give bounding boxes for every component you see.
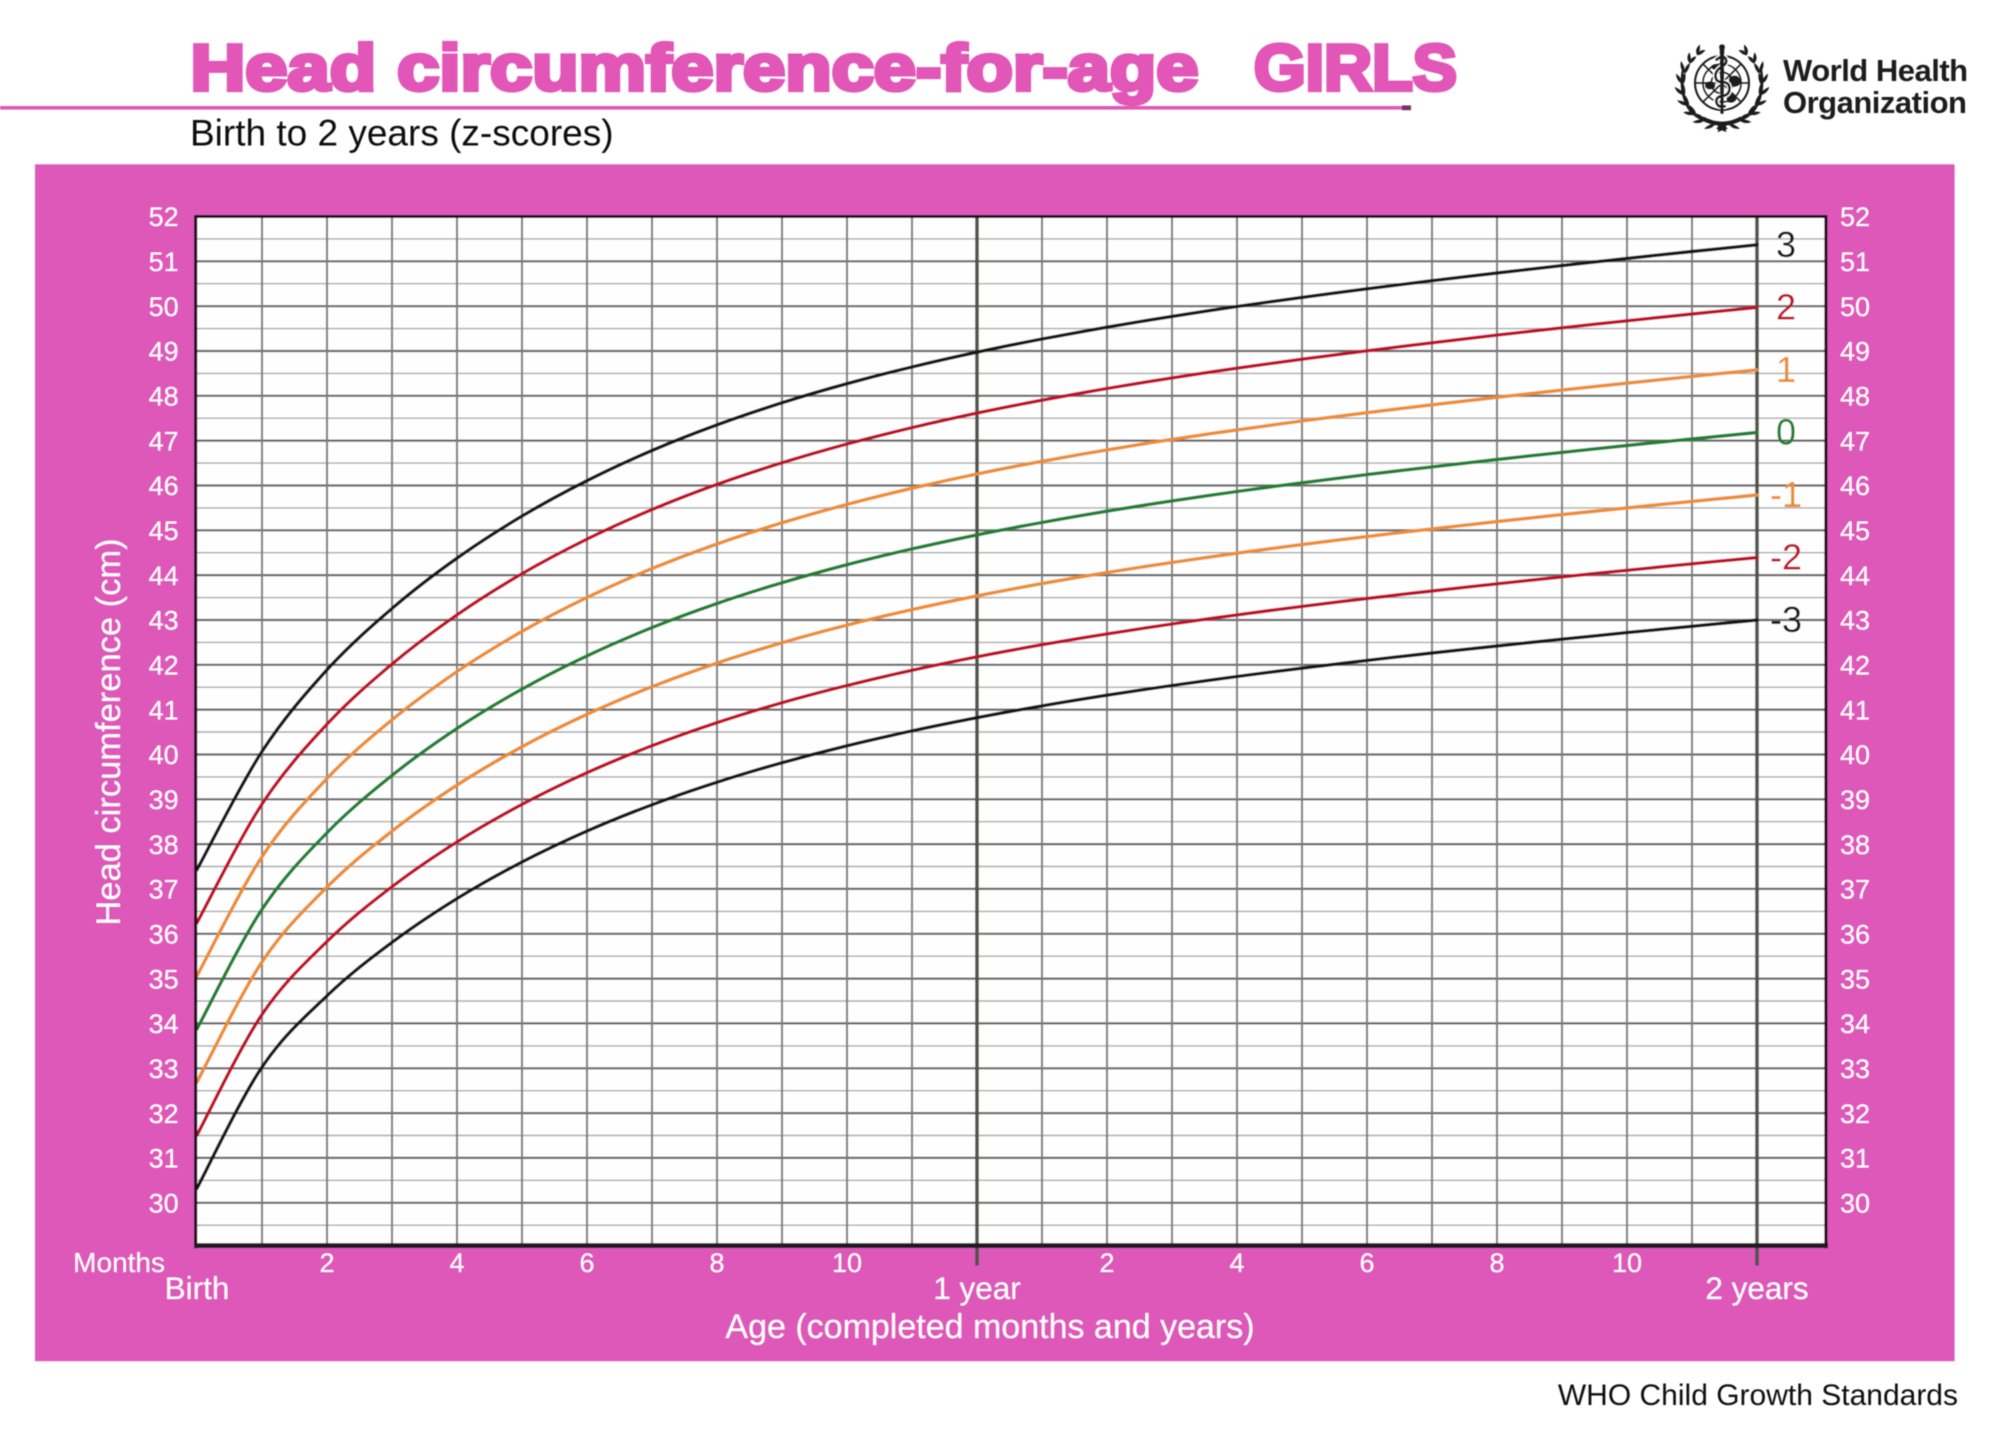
svg-text:-1: -1 [1770,474,1802,515]
svg-text:47: 47 [1840,426,1870,456]
svg-text:32: 32 [1840,1099,1870,1129]
svg-text:GIRLS: GIRLS [1254,31,1457,104]
svg-text:33: 33 [149,1054,179,1084]
svg-text:35: 35 [149,964,179,994]
svg-text:33: 33 [1840,1054,1870,1084]
svg-text:45: 45 [1840,516,1870,546]
svg-text:39: 39 [149,785,179,815]
svg-text:2: 2 [319,1248,334,1278]
svg-text:2 years: 2 years [1705,1270,1808,1306]
svg-text:4: 4 [449,1248,464,1278]
svg-text:38: 38 [1840,830,1870,860]
svg-text:43: 43 [149,606,179,636]
svg-text:-3: -3 [1770,599,1802,640]
svg-text:52: 52 [149,202,179,232]
svg-text:50: 50 [1840,292,1870,322]
svg-text:49: 49 [149,337,179,367]
svg-text:35: 35 [1840,964,1870,994]
svg-text:Age (completed months and year: Age (completed months and years) [725,1308,1254,1346]
svg-text:Birth to 2 years (z-scores): Birth to 2 years (z-scores) [190,113,614,154]
svg-text:41: 41 [149,695,179,725]
svg-text:Head circumference-for-age: Head circumference-for-age [191,31,1199,104]
svg-text:32: 32 [149,1099,179,1129]
svg-text:Head circumference (cm): Head circumference (cm) [90,538,128,925]
svg-text:41: 41 [1840,695,1870,725]
svg-text:52: 52 [1840,202,1870,232]
svg-text:36: 36 [1840,920,1870,950]
svg-text:3: 3 [1776,224,1796,265]
svg-text:8: 8 [1489,1248,1504,1278]
svg-text:50: 50 [149,292,179,322]
svg-text:8: 8 [709,1248,724,1278]
svg-text:2: 2 [1776,286,1796,327]
svg-text:34: 34 [1840,1009,1870,1039]
svg-text:47: 47 [149,426,179,456]
svg-text:31: 31 [149,1144,179,1174]
svg-text:48: 48 [149,382,179,412]
svg-text:Organization: Organization [1783,85,1966,120]
svg-text:43: 43 [1840,606,1870,636]
svg-text:36: 36 [149,920,179,950]
svg-text:39: 39 [1840,785,1870,815]
svg-text:6: 6 [1359,1248,1374,1278]
svg-text:46: 46 [1840,471,1870,501]
svg-text:World Health: World Health [1783,53,1968,88]
svg-text:49: 49 [1840,337,1870,367]
svg-text:42: 42 [1840,651,1870,681]
svg-text:10: 10 [1612,1248,1642,1278]
svg-text:51: 51 [1840,247,1870,277]
svg-text:37: 37 [149,875,179,905]
svg-text:0: 0 [1776,412,1796,453]
svg-text:10: 10 [832,1248,862,1278]
svg-text:37: 37 [1840,875,1870,905]
svg-text:Months: Months [73,1247,165,1278]
svg-text:34: 34 [149,1009,179,1039]
svg-text:31: 31 [1840,1144,1870,1174]
svg-text:Birth: Birth [165,1270,230,1306]
svg-text:1 year: 1 year [933,1270,1021,1306]
svg-text:48: 48 [1840,382,1870,412]
svg-text:38: 38 [149,830,179,860]
svg-text:40: 40 [1840,740,1870,770]
svg-text:44: 44 [149,561,179,591]
svg-text:2: 2 [1099,1248,1114,1278]
svg-text:42: 42 [149,651,179,681]
svg-text:40: 40 [149,740,179,770]
svg-text:51: 51 [149,247,179,277]
svg-text:-2: -2 [1770,537,1802,578]
svg-text:46: 46 [149,471,179,501]
svg-text:30: 30 [149,1189,179,1219]
svg-text:45: 45 [149,516,179,546]
svg-text:30: 30 [1840,1189,1870,1219]
svg-text:WHO Child Growth Standards: WHO Child Growth Standards [1558,1379,1958,1412]
svg-text:44: 44 [1840,561,1870,591]
svg-text:6: 6 [579,1248,594,1278]
svg-text:4: 4 [1229,1248,1244,1278]
svg-text:1: 1 [1776,349,1796,390]
